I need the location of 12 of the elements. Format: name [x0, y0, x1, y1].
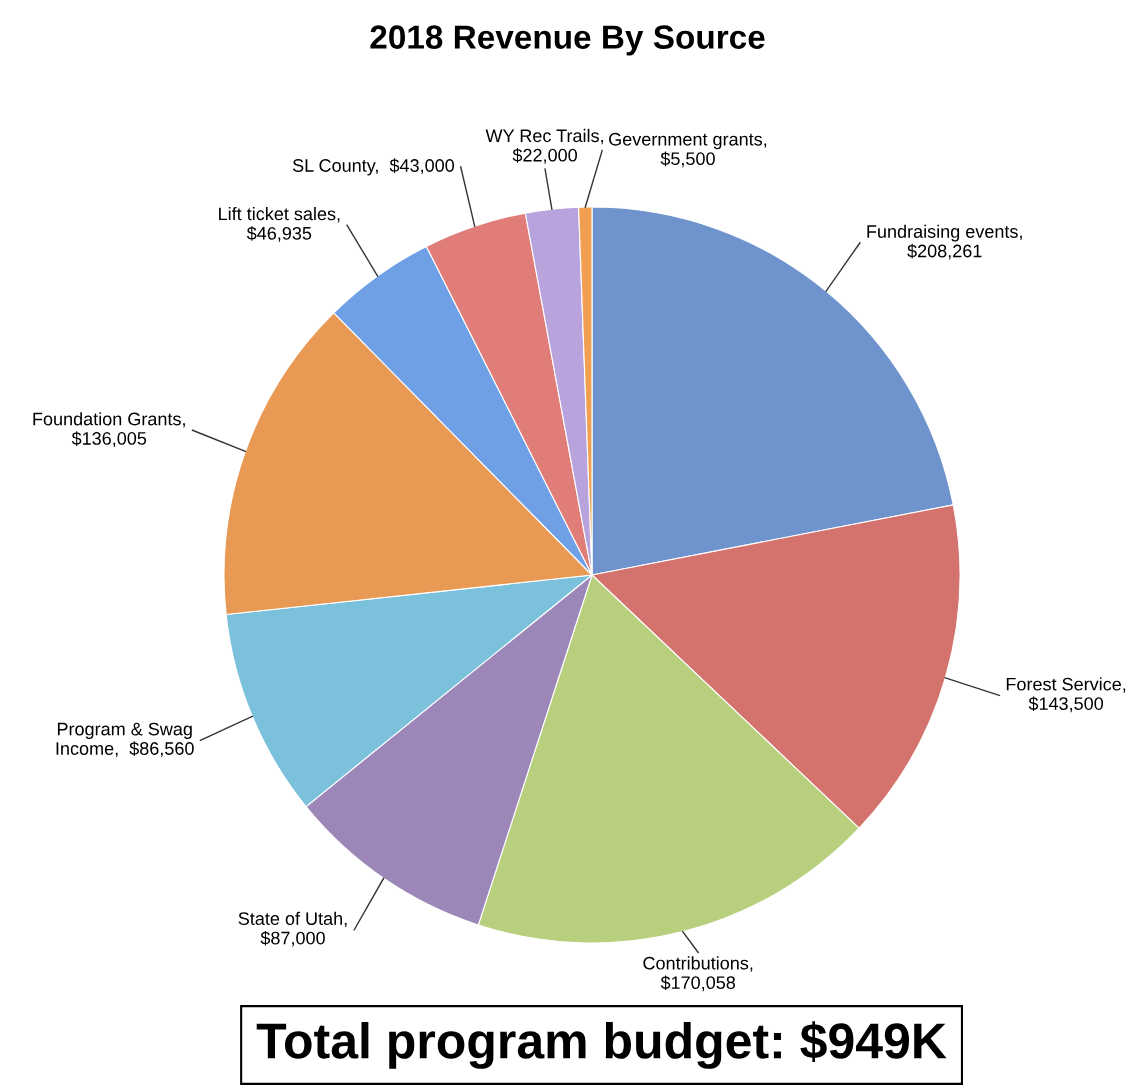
slice-label: State of Utah, $87,000: [238, 911, 347, 947]
slice-label: SL County, $43,000: [292, 158, 455, 176]
slice-label: Contributions, $170,058: [643, 956, 753, 992]
slice-label: Program & Swag Income, $86,560: [56, 722, 194, 758]
slice-label: Gevernment grants, $5,500: [609, 132, 767, 168]
slice-label: Foundation Grants, $136,005: [33, 412, 185, 447]
slice-label: Lift ticket sales, $46,935: [219, 207, 340, 242]
slice-label: Forest Service, $143,500: [1006, 677, 1126, 713]
slice-label: Fundraising events, $208,261: [867, 224, 1022, 260]
slice-label: WY Rec Trails, $22,000: [485, 128, 603, 164]
chart-title: 2018 Revenue By Source: [370, 25, 765, 56]
text: Total program budget: $949K: [256, 1021, 947, 1069]
